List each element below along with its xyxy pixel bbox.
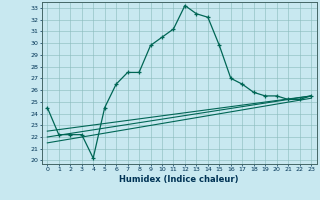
X-axis label: Humidex (Indice chaleur): Humidex (Indice chaleur) (119, 175, 239, 184)
